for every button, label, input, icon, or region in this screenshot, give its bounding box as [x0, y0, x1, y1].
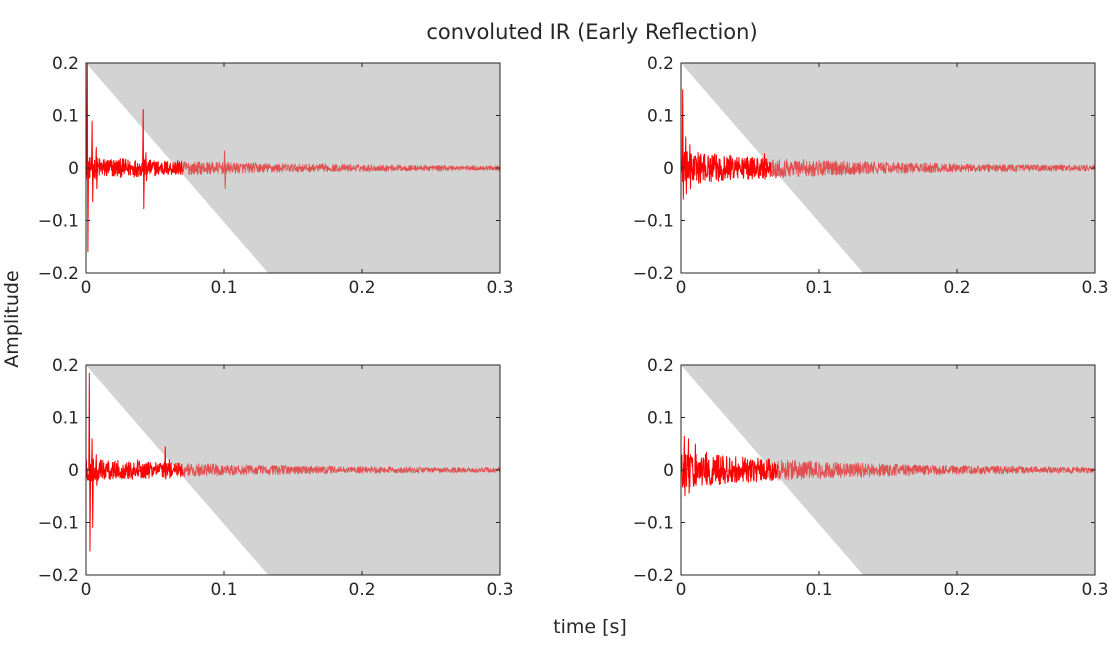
x-tick-label: 0	[81, 580, 92, 600]
series-peak-3	[95, 454, 98, 486]
series-peak-2	[91, 438, 94, 528]
y-tick-label: 0.2	[52, 54, 79, 74]
x-tick-label: 0.1	[805, 278, 832, 298]
series-peak-6	[168, 459, 172, 478]
y-tick-label: −0.2	[633, 264, 674, 284]
subplot-2: 0 0.1 0.2 0.3 0.2 0.1 0 −0.1 −0.2	[633, 54, 1109, 298]
y-tick-label: −0.2	[38, 566, 79, 586]
y-tick-label: 0.1	[647, 409, 674, 429]
y-tick-label: −0.2	[38, 264, 79, 284]
y-tick-label: −0.1	[633, 514, 674, 534]
series-peak-6	[763, 153, 767, 180]
x-tick-label: 0.3	[486, 278, 513, 298]
subplot-4: 0 0.1 0.2 0.3 0.2 0.1 0 −0.1 −0.2	[633, 356, 1109, 600]
y-tick-label: −0.2	[633, 566, 674, 586]
series-peak-6	[749, 459, 753, 478]
series-peak-4	[142, 109, 145, 209]
series-peak-5	[164, 446, 167, 480]
x-tick-label: 0.1	[210, 278, 237, 298]
series-peak-2	[687, 438, 691, 494]
series-peak-5	[721, 456, 725, 481]
series-peak-5	[728, 154, 732, 179]
x-tick-label: 0.2	[348, 278, 375, 298]
series-peak-2	[91, 120, 94, 203]
y-tick-label: 0.1	[52, 409, 79, 429]
series-peak-4	[705, 451, 709, 484]
series-early-reflection	[681, 453, 778, 489]
series-early-reflection	[681, 150, 772, 184]
x-tick-label: 0	[676, 580, 687, 600]
figure-xlabel: time [s]	[553, 616, 627, 638]
x-tick-label: 0.3	[1081, 580, 1108, 600]
figure-title: convoluted IR (Early Reflection)	[426, 20, 757, 44]
series-late-reverb	[182, 161, 500, 176]
subplot-1: 0 0.1 0.2 0.3 0.2 0.1 0 −0.1 −0.2	[38, 54, 514, 298]
x-tick-label: 0.1	[210, 580, 237, 600]
subplot-3: 0 0.1 0.2 0.3 0.2 0.1 0 −0.1 −0.2	[38, 356, 514, 600]
y-tick-label: 0.2	[647, 356, 674, 376]
series-peak-3	[694, 443, 698, 486]
x-tick-label: 0	[81, 278, 92, 298]
series-late-reverb	[777, 459, 1095, 481]
y-tick-label: 0.2	[52, 356, 79, 376]
y-tick-label: −0.1	[38, 212, 79, 232]
series-peak-3	[95, 146, 98, 190]
y-tick-label: 0	[663, 159, 674, 179]
x-tick-label: 0.2	[943, 580, 970, 600]
series-peak-5	[144, 152, 148, 182]
x-tick-label: 0.3	[1081, 278, 1108, 298]
y-tick-label: 0.2	[647, 54, 674, 74]
y-tick-label: 0	[68, 461, 79, 481]
x-tick-label: 0.2	[943, 278, 970, 298]
y-tick-label: 0	[68, 159, 79, 179]
series-peak-1	[683, 435, 687, 497]
x-tick-label: 0.2	[348, 580, 375, 600]
series-peak-3	[688, 144, 692, 190]
series-peak-2	[684, 136, 688, 195]
figure-ylabel: Amplitude	[1, 270, 23, 367]
x-tick-label: 0.3	[486, 580, 513, 600]
shaded-region	[681, 63, 1095, 273]
series-peak-1	[681, 89, 685, 200]
y-tick-label: 0.1	[647, 107, 674, 127]
series-peak-1	[88, 372, 92, 552]
series-peak-4	[697, 152, 700, 184]
y-tick-label: −0.1	[38, 514, 79, 534]
subplot-grid: 0 0.1 0.2 0.30.20.10−0.1−0.20 0.1 0.2 0.30.20.…	[38, 54, 1109, 600]
x-tick-label: 0	[676, 278, 687, 298]
series-peak-6	[176, 160, 180, 175]
y-tick-label: 0	[663, 461, 674, 481]
series-late-reverb	[182, 462, 500, 478]
series-peak-7	[223, 150, 227, 190]
y-tick-label: 0.1	[52, 107, 79, 127]
y-tick-label: −0.1	[633, 212, 674, 232]
series-early-reflection	[86, 458, 183, 482]
x-tick-label: 0.1	[805, 580, 832, 600]
series-peak-4	[136, 459, 140, 477]
series-late-reverb	[770, 158, 1095, 180]
shaded-region	[86, 63, 500, 273]
series-early-reflection	[86, 156, 183, 180]
